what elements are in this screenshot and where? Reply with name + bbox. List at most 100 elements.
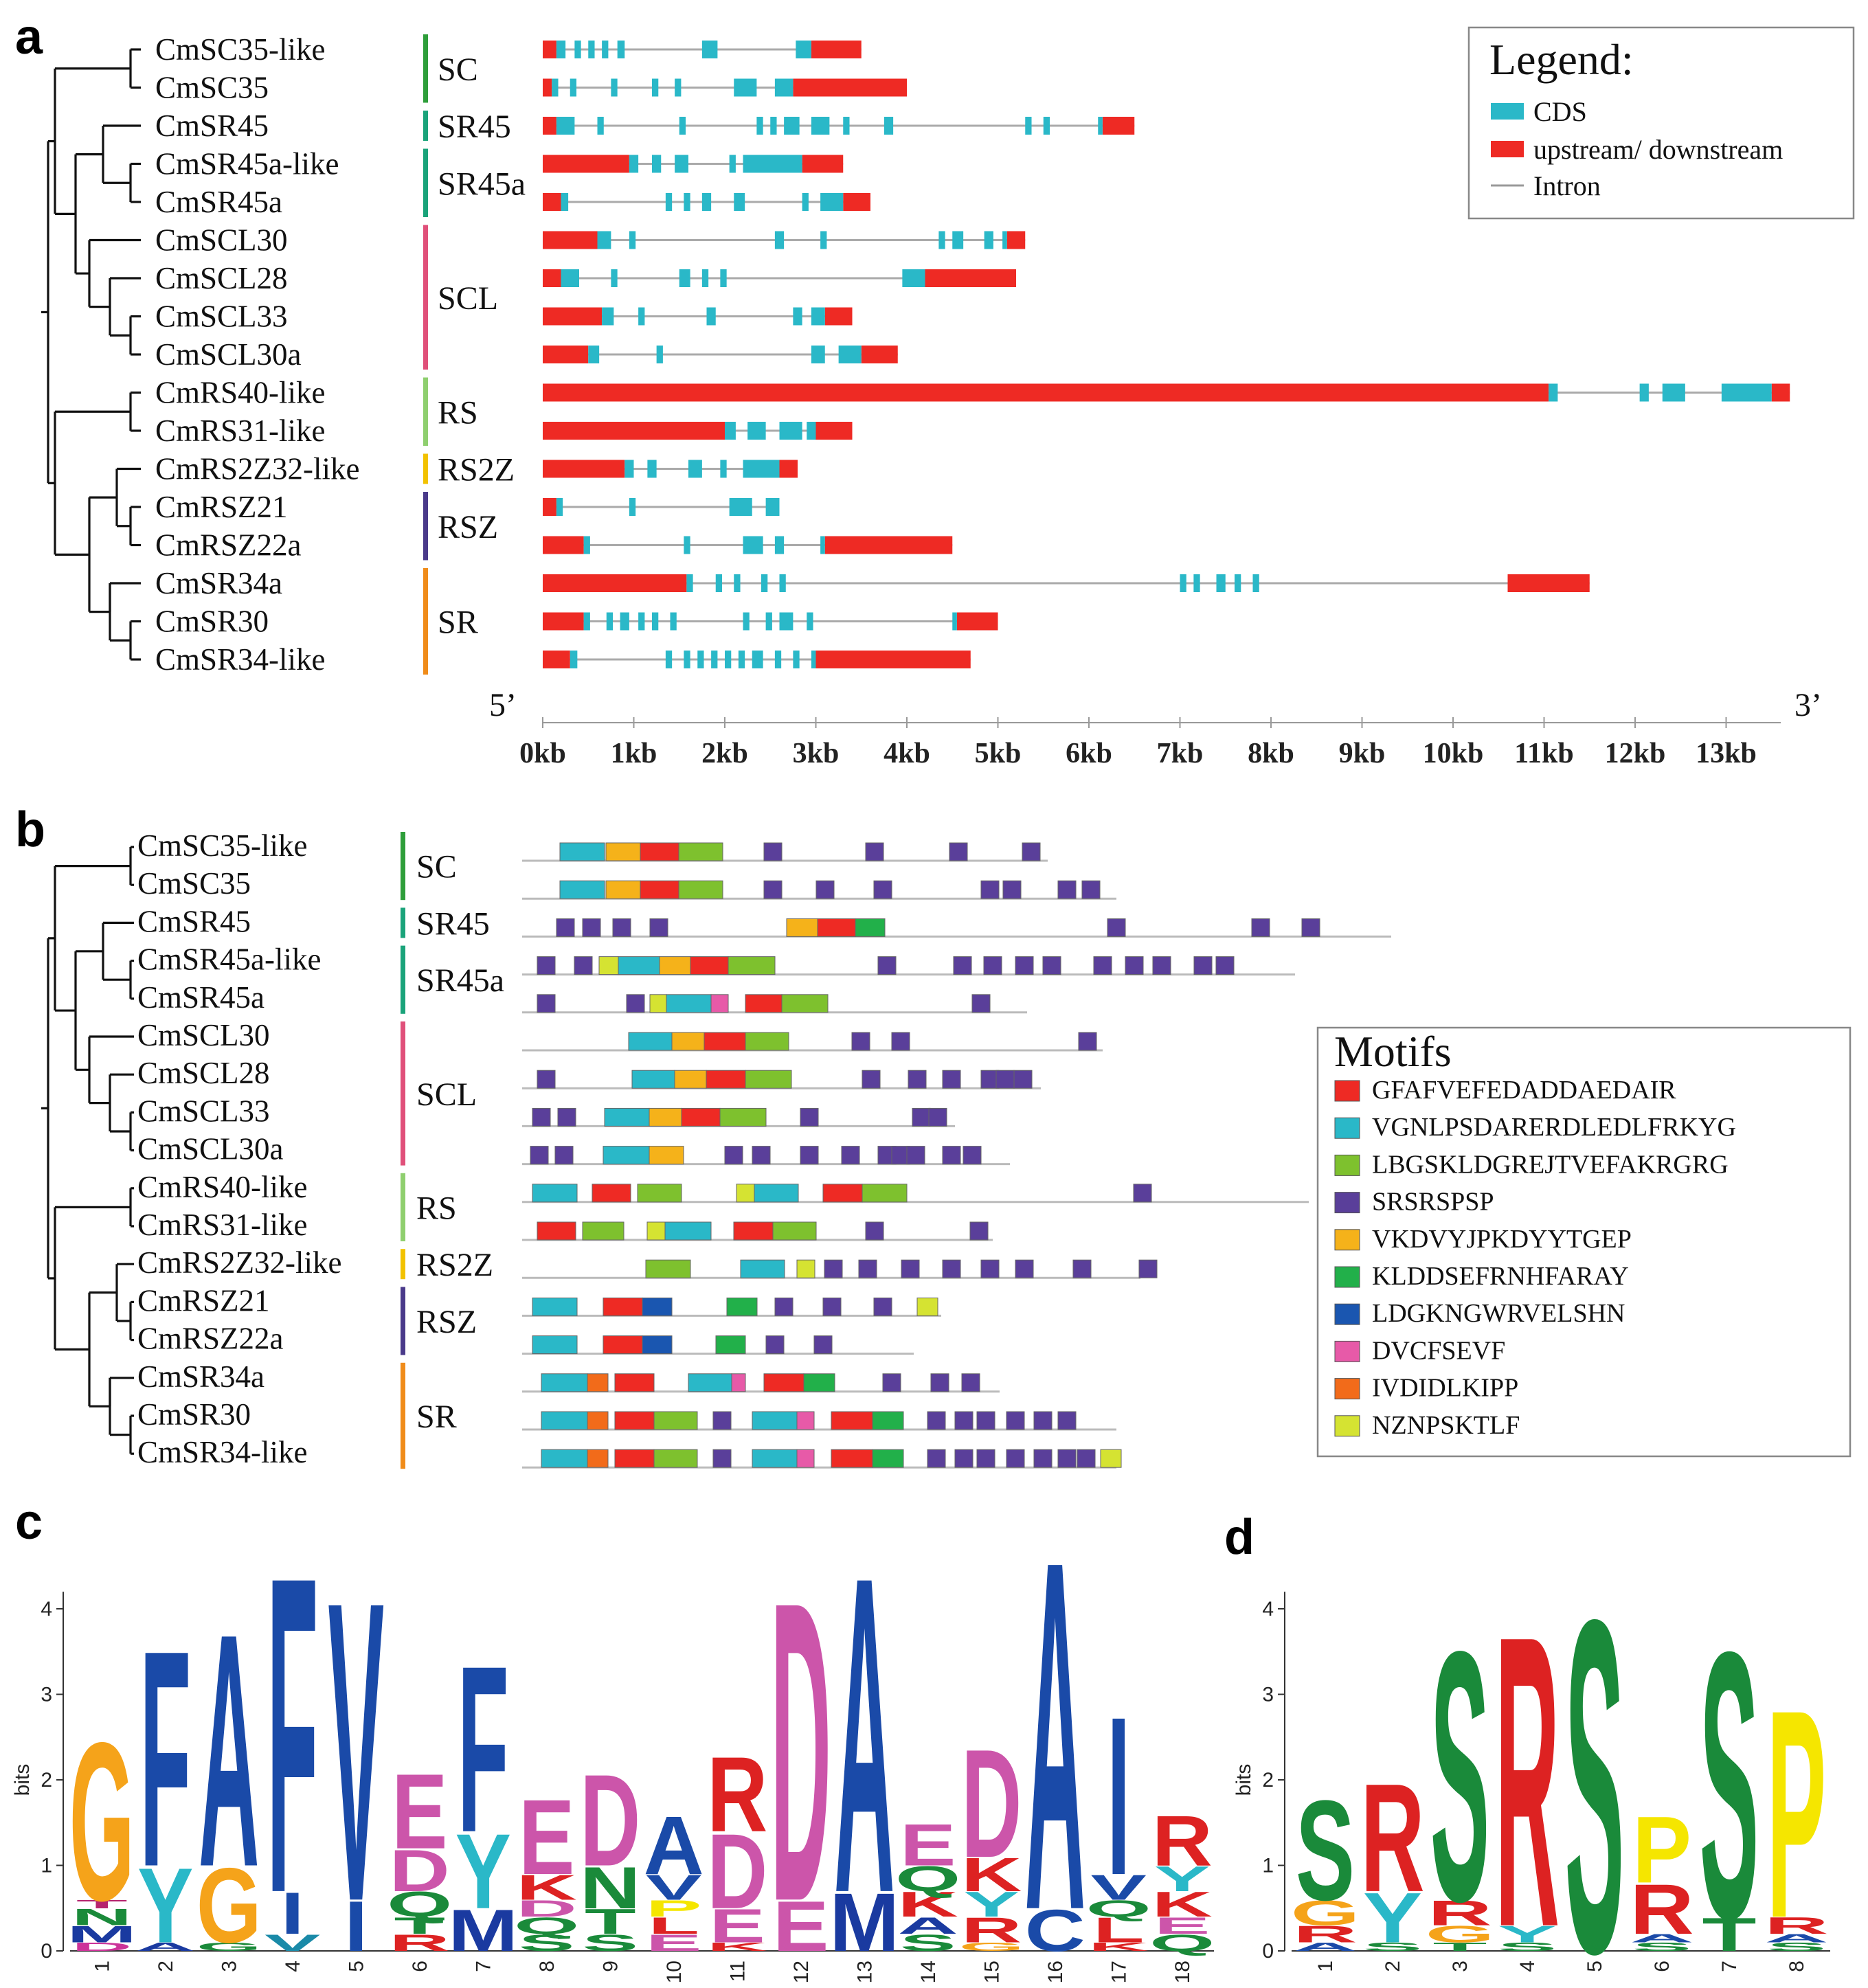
logo-y-tick-label: 0 (41, 1940, 52, 1963)
gene-structures (543, 41, 1790, 668)
motif-block (626, 994, 645, 1013)
motif-label: VGNLPSDARERDLEDLFRKYG (1372, 1113, 1736, 1142)
cds-block (843, 117, 850, 135)
utr-block (843, 193, 870, 211)
cds-block (675, 78, 682, 97)
logo-position-label: 3 (1449, 1961, 1472, 1972)
cds-block (597, 231, 611, 249)
logo-position-label: 11 (726, 1961, 749, 1982)
panel-letter-d: d (1224, 1510, 1254, 1565)
motif-label: DVCFSEVF (1372, 1336, 1505, 1365)
motif-block (574, 956, 593, 975)
cds-block (679, 117, 686, 135)
cds-block (796, 41, 811, 58)
motif-label: VKDVYJPKDYYTGEP (1372, 1225, 1632, 1254)
logo-letter: P (646, 1895, 701, 1922)
utr-block (543, 269, 561, 287)
motif-block (872, 1449, 904, 1468)
group-label: RS2Z (416, 1247, 493, 1283)
logo-letter: G (196, 1941, 262, 1954)
motif-block (614, 1373, 655, 1392)
cds-block (597, 117, 604, 135)
group-bar (423, 568, 428, 675)
motif-block (612, 918, 631, 937)
gene-label: CmSR45a (155, 185, 282, 219)
motif-block (537, 994, 556, 1013)
logo-position-label: 10 (663, 1961, 686, 1983)
gene-label: CmSCL33 (155, 300, 288, 334)
logo-letter: R (1630, 1869, 1693, 1949)
motif-block (603, 1335, 643, 1355)
cds-block (743, 612, 750, 631)
axis-tick-label: 6kb (1066, 738, 1112, 769)
motif-block (817, 918, 856, 937)
gene-label: CmRS2Z32-like (137, 1245, 342, 1280)
five-prime-label: 5’ (489, 687, 517, 723)
motif-block (649, 1146, 684, 1165)
motif-block (733, 1221, 774, 1241)
logo-letter: D (517, 1895, 577, 1922)
logo-letter: Q (514, 1912, 579, 1939)
logo-letter: T (1433, 1940, 1487, 1953)
logo-letter: A (834, 1483, 894, 1987)
motif-block (930, 1373, 949, 1392)
logo-letter: A (1764, 1932, 1828, 1945)
motif-block (916, 1297, 938, 1316)
motif-block (674, 1070, 707, 1089)
phylogenetic-tree-b (41, 846, 134, 1455)
cds-block (652, 78, 659, 97)
logo-position-label: 2 (1382, 1961, 1404, 1972)
group-bar (423, 377, 428, 446)
motif-block (728, 956, 776, 975)
logo-letter: A (1293, 1940, 1357, 1953)
motif-block (971, 994, 991, 1013)
logo-letter: R (1360, 1751, 1424, 1923)
cds-block (561, 193, 569, 211)
cds-block (652, 155, 662, 173)
logo-letter: S (1767, 1940, 1826, 1953)
logo-letter: D (771, 1513, 831, 1988)
group-bar (401, 832, 405, 901)
logo-letter: L (1093, 1910, 1145, 1950)
cds-block (811, 346, 825, 363)
group-label: SR45a (416, 962, 504, 999)
motif-block (865, 842, 884, 861)
motif-block (1033, 1449, 1053, 1468)
gene-label: CmRS31-like (155, 414, 326, 448)
motif-block (1033, 1411, 1053, 1430)
motif-block (628, 1032, 673, 1051)
logo-letter: E (900, 1812, 956, 1878)
logo-letter: E (710, 1899, 765, 1952)
logo-letter: E (1154, 1912, 1210, 1939)
utr-block (543, 117, 556, 135)
logo-letter: R (707, 1734, 767, 1854)
logo-letter: V (646, 1867, 701, 1907)
logo-letter: G (196, 1845, 262, 1965)
kb-axis: 0kb 1kb 2kb 3kb 4kb 5kb 6kb 7kb 8kb 9kb 10kb 11kb 12… (519, 717, 1781, 769)
cds-block (583, 536, 590, 554)
utr-block (543, 193, 561, 211)
cds-block (820, 193, 844, 211)
motif-block (1022, 842, 1041, 861)
motif-block (927, 1449, 946, 1468)
motif-block (772, 1221, 817, 1241)
motif-block (659, 956, 691, 975)
motif-block (763, 1373, 804, 1392)
motif-block (653, 1411, 698, 1430)
gene-label: CmRS40-like (137, 1170, 308, 1204)
gene-label: CmSR45a (137, 980, 265, 1015)
legend-title: Legend: (1489, 35, 1634, 84)
logo-letter: R (1764, 1912, 1828, 1939)
cds-block (774, 231, 785, 249)
motif-block (927, 1411, 946, 1430)
gene-label: CmSR45 (137, 904, 251, 938)
motif-block (587, 1411, 609, 1430)
motif-block (796, 1449, 815, 1468)
group-bar (401, 1287, 405, 1355)
cds-block (807, 422, 816, 440)
logo-position-label: 8 (1786, 1961, 1808, 1972)
motif-block (671, 1032, 705, 1051)
motif-block (1193, 956, 1213, 975)
logo-letter: D (961, 1717, 1022, 1890)
